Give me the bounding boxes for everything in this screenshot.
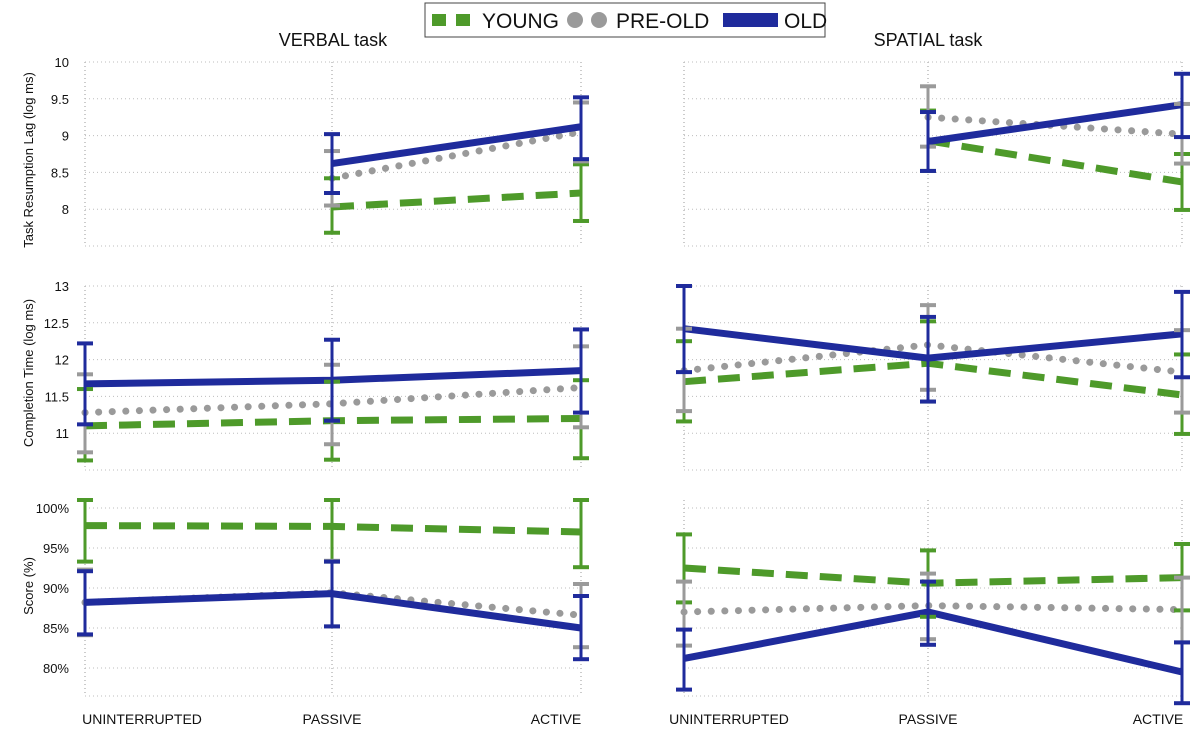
series-line-old: [684, 612, 1182, 672]
y-tick-label: 9: [62, 129, 69, 144]
y-tick-label: 9.5: [51, 92, 69, 107]
series-line-old: [684, 329, 1182, 358]
error-bar-young: [77, 500, 93, 562]
panel-spatial-completion: [676, 286, 1190, 470]
ylabel-completion: Completion Time (log ms): [21, 299, 36, 447]
panel-verbal-completion: 11 11.5 12 12.5 13: [44, 279, 589, 470]
ylabel-resumption: Task Resumption Lag (log ms): [21, 72, 36, 248]
y-tick-label: 95%: [43, 541, 69, 556]
x-label-uninterrupted: UNINTERRUPTED: [669, 711, 789, 727]
y-tick-label: 12: [55, 353, 69, 368]
y-tick-label: 11: [56, 426, 70, 441]
y-tick-label: 100%: [36, 501, 70, 516]
column-title-verbal: VERBAL task: [279, 30, 388, 50]
y-tick-label: 85%: [43, 621, 69, 636]
legend-old-label: OLD: [784, 10, 827, 33]
legend-young-label: YOUNG: [482, 10, 559, 33]
x-label-passive: PASSIVE: [303, 711, 362, 727]
series-line-young: [332, 193, 581, 207]
ylabel-score: Score (%): [21, 557, 36, 615]
panel-verbal-score: 80% 85% 90% 95% 100%: [36, 500, 589, 696]
series-line-old: [928, 105, 1182, 142]
y-tick-label: 12.5: [44, 316, 69, 331]
x-label-active: ACTIVE: [1133, 711, 1184, 727]
y-tick-label: 80%: [43, 661, 69, 676]
y-tick-label: 8: [62, 202, 69, 217]
series-line-young: [928, 141, 1182, 182]
series-line-old: [332, 127, 581, 164]
error-bar-young: [324, 500, 340, 562]
plot-layer: 8 8.5 9 9.5 10 11 11.5 12 12.5 13 80% 85% 90% 95% 100%: [36, 55, 1190, 703]
panel-spatial-resumption: [684, 62, 1190, 246]
panel-spatial-score: [676, 500, 1190, 703]
column-title-spatial: SPATIAL task: [874, 30, 984, 50]
x-label-uninterrupted: UNINTERRUPTED: [82, 711, 202, 727]
y-tick-label: 8.5: [51, 165, 69, 180]
y-tick-label: 11.5: [45, 389, 69, 404]
x-labels-verbal: UNINTERRUPTED PASSIVE ACTIVE: [82, 711, 581, 727]
x-label-active: ACTIVE: [531, 711, 582, 727]
panel-verbal-resumption: 8 8.5 9 9.5 10: [51, 55, 589, 246]
y-tick-label: 13: [55, 279, 69, 294]
x-labels-spatial: UNINTERRUPTED PASSIVE ACTIVE: [669, 711, 1183, 727]
y-tick-label: 90%: [43, 581, 69, 596]
x-label-passive: PASSIVE: [899, 711, 958, 727]
y-tick-label: 10: [55, 55, 69, 70]
legend-pre-old-label: PRE-OLD: [616, 10, 709, 33]
